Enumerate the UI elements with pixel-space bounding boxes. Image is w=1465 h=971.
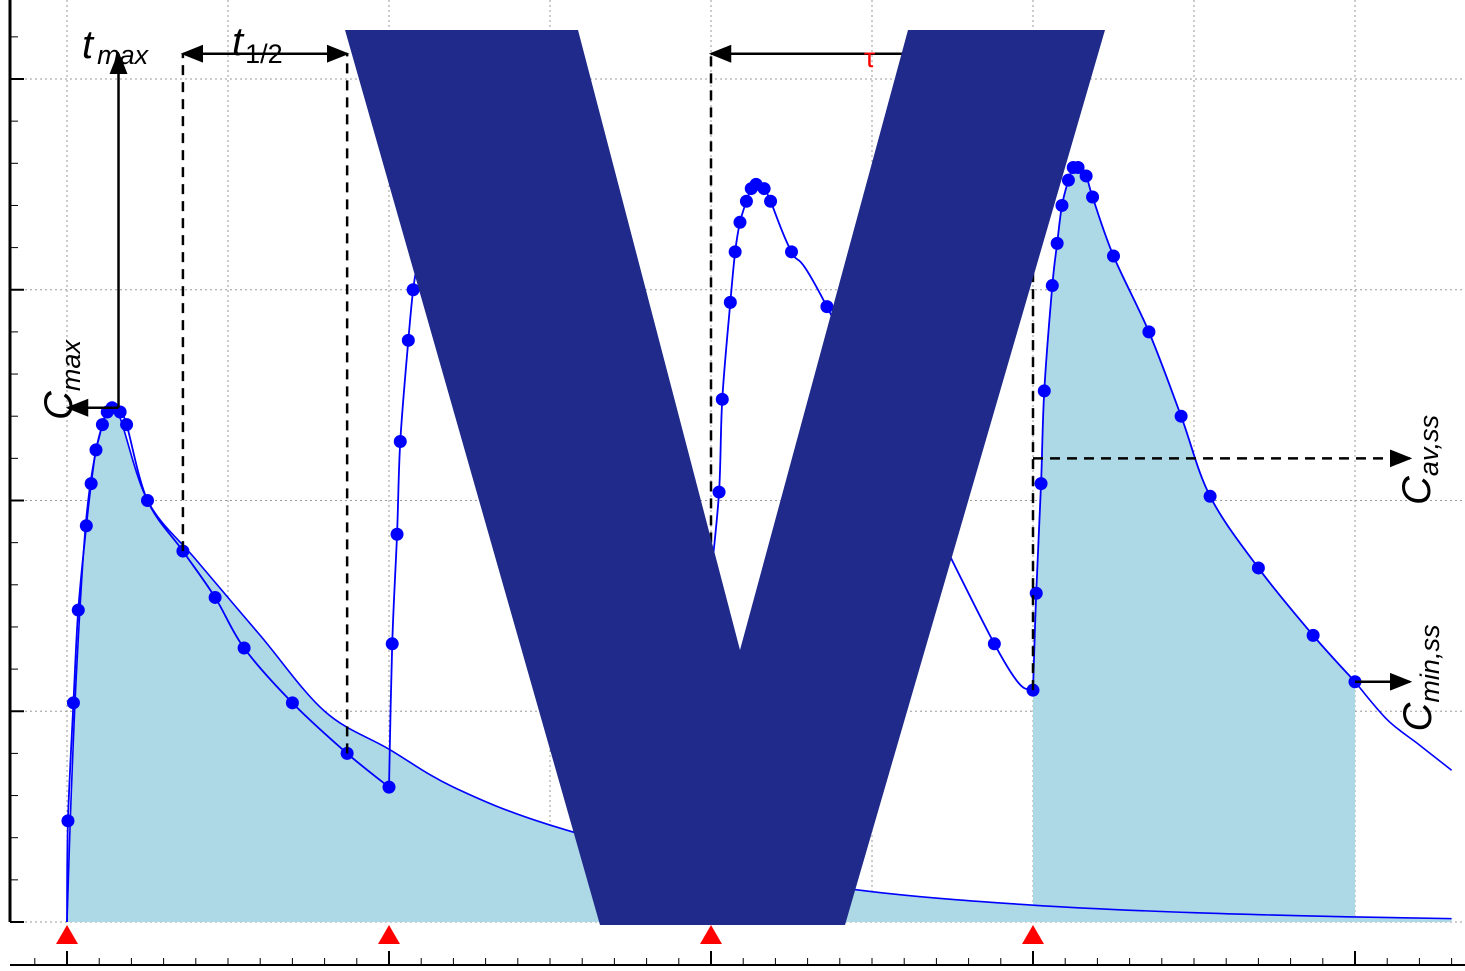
dose-markers xyxy=(56,925,1044,944)
data-point xyxy=(208,590,222,604)
t-max-base: t xyxy=(82,23,94,67)
data-point xyxy=(757,182,771,196)
single-dose-area xyxy=(67,405,1452,922)
data-point xyxy=(1107,249,1120,263)
steady-state-tail xyxy=(1354,681,1453,771)
data-point xyxy=(712,485,726,499)
data-point xyxy=(764,194,778,208)
data-point xyxy=(393,434,407,448)
dose-marker xyxy=(378,925,400,944)
data-point xyxy=(728,245,742,259)
data-point xyxy=(1306,628,1320,642)
data-point xyxy=(1050,236,1064,250)
dose-marker xyxy=(700,925,722,944)
data-point xyxy=(1251,561,1265,575)
data-point xyxy=(820,300,834,314)
overlay-letter-v xyxy=(345,30,1105,925)
dose-marker xyxy=(1022,925,1044,944)
c-min-ss-label: Cmin,ss xyxy=(1396,618,1445,738)
data-point xyxy=(84,477,98,491)
tau-label: τ xyxy=(864,42,876,73)
data-point xyxy=(1045,279,1059,293)
c-av-ss-sub: av,ss xyxy=(1414,415,1444,477)
t-half-base: t xyxy=(232,20,244,64)
c-av-ss-base: C xyxy=(1395,476,1439,505)
t-max-sub: max xyxy=(97,40,149,70)
data-point xyxy=(723,295,737,309)
data-point xyxy=(1086,190,1100,204)
data-point xyxy=(1029,586,1043,600)
c-max-label: Cmax xyxy=(37,315,86,445)
area-fills xyxy=(67,166,1452,923)
data-point xyxy=(89,443,103,457)
data-point xyxy=(1079,169,1093,183)
data-point xyxy=(71,603,85,617)
axes xyxy=(8,0,1465,966)
data-point xyxy=(785,245,798,259)
data-point xyxy=(1034,477,1048,491)
t-half-label: t1/2 xyxy=(232,20,283,68)
data-point xyxy=(79,519,93,533)
data-point xyxy=(141,494,154,507)
data-point xyxy=(382,780,396,794)
c-max-base: C xyxy=(37,391,81,420)
steady-state-area xyxy=(1033,166,1355,923)
data-point xyxy=(1203,489,1217,503)
dose-marker xyxy=(56,925,78,944)
data-point xyxy=(285,696,299,710)
data-point xyxy=(1061,173,1075,187)
data-point xyxy=(1071,161,1085,175)
data-point xyxy=(401,333,415,347)
data-point xyxy=(1055,198,1069,212)
data-point xyxy=(733,215,747,229)
data-point xyxy=(1174,409,1188,423)
data-point xyxy=(385,637,399,651)
data-point xyxy=(406,283,420,297)
data-point xyxy=(95,418,109,432)
data-point xyxy=(1142,325,1156,339)
t-max-label: t max xyxy=(82,23,148,69)
data-point xyxy=(237,641,251,655)
data-point xyxy=(61,814,75,828)
data-point xyxy=(987,637,1001,651)
c-av-ss-label: Cav,ss xyxy=(1395,395,1444,525)
data-point xyxy=(715,392,729,406)
data-point xyxy=(66,696,80,710)
data-point xyxy=(1037,384,1051,398)
data-point xyxy=(120,418,134,432)
data-point xyxy=(739,194,753,208)
c-max-sub: max xyxy=(56,340,86,392)
t-half-sub: 1/2 xyxy=(245,39,283,69)
c-min-ss-sub: min,ss xyxy=(1415,624,1445,703)
c-min-ss-base: C xyxy=(1396,702,1440,732)
data-point xyxy=(390,527,404,541)
